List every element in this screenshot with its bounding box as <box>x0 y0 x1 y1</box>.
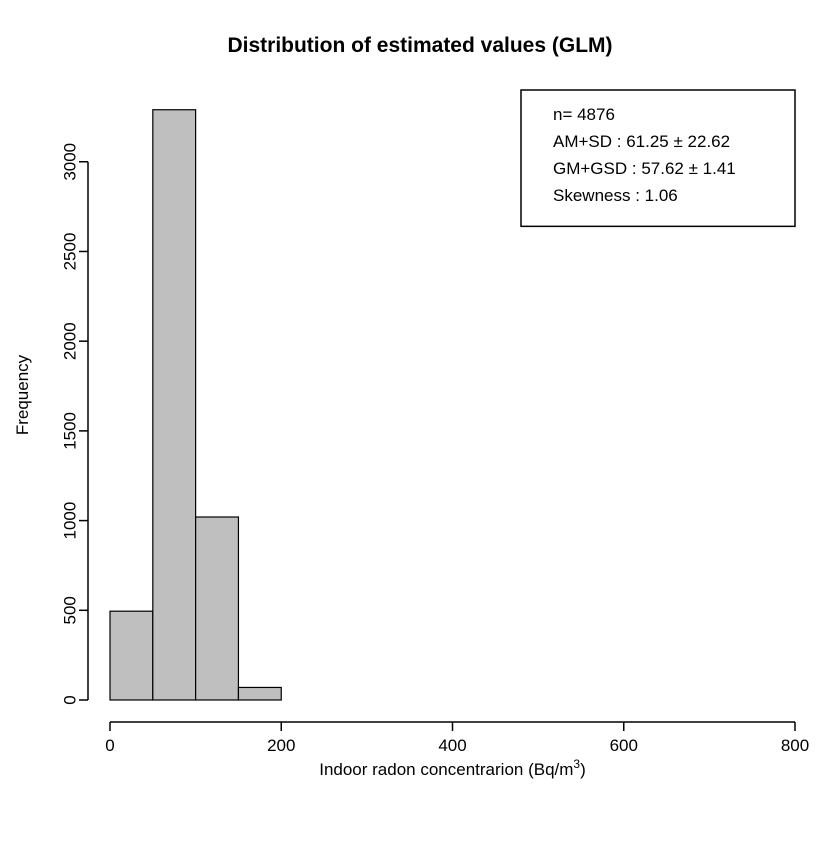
chart-title: Distribution of estimated values (GLM) <box>0 34 840 58</box>
stats-line: n= 4876 <box>553 105 615 124</box>
histogram-chart: Distribution of estimated values (GLM) 0… <box>0 0 840 840</box>
x-tick-label: 600 <box>610 736 638 755</box>
chart-svg: 0 200 400 600 800 0 500 1000 1500 2000 2500 3000 Ind… <box>0 0 840 840</box>
x-tick-label: 200 <box>267 736 295 755</box>
x-tick-label: 400 <box>438 736 466 755</box>
y-tick-label: 3000 <box>60 143 79 181</box>
y-axis-label: Frequency <box>13 354 32 435</box>
x-tick-label: 800 <box>781 736 809 755</box>
histogram-bar <box>238 687 281 700</box>
y-tick-label: 0 <box>60 695 79 704</box>
y-tick-label: 1000 <box>60 502 79 540</box>
stats-line: GM+GSD : 57.62 ± 1.41 <box>553 159 736 178</box>
stats-line: AM+SD : 61.25 ± 22.62 <box>553 132 730 151</box>
y-tick-label: 1500 <box>60 412 79 450</box>
y-tick-label: 2000 <box>60 322 79 360</box>
y-tick-label: 2500 <box>60 233 79 271</box>
stats-line: Skewness : 1.06 <box>553 186 678 205</box>
histogram-bar <box>196 517 239 700</box>
stats-box: n= 4876 AM+SD : 61.25 ± 22.62 GM+GSD : 57.… <box>521 90 795 226</box>
histogram-bar <box>110 611 153 700</box>
x-tick-label: 0 <box>105 736 114 755</box>
histogram-bar <box>153 110 196 700</box>
y-tick-label: 500 <box>60 596 79 624</box>
x-axis-label: Indoor radon concentrarion (Bq/m3) <box>319 757 586 779</box>
